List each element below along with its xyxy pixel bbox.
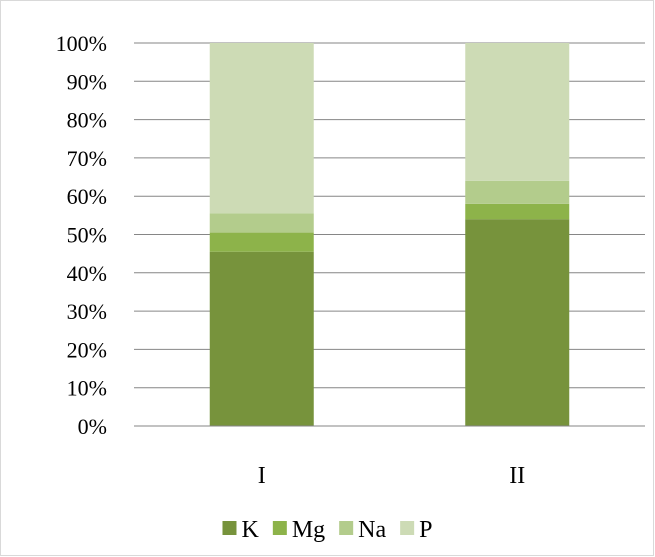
y-tick-label: 30%	[67, 299, 107, 324]
y-tick-label: 40%	[67, 261, 107, 286]
legend: K Mg Na P	[222, 517, 433, 543]
y-tick-label: 60%	[67, 184, 107, 209]
bar-segment-p-ii	[465, 43, 570, 181]
y-tick-label: 50%	[67, 223, 107, 248]
y-tick-label: 70%	[67, 146, 107, 171]
y-tick-label: 90%	[67, 69, 107, 94]
bar-stacks	[209, 43, 570, 426]
x-category-label: I	[258, 463, 266, 489]
legend-item-mg: Mg	[272, 517, 325, 543]
bar-segment-p-i	[209, 43, 314, 214]
y-tick-label: 20%	[67, 337, 107, 362]
legend-label: Na	[358, 517, 386, 543]
legend-label: K	[241, 517, 259, 543]
legend-swatch	[400, 521, 415, 535]
bar-segment-na-ii	[465, 180, 570, 204]
x-axis-category-labels: I II	[258, 463, 526, 489]
y-tick-label: 10%	[67, 376, 107, 401]
legend-item-na: Na	[339, 517, 387, 543]
y-tick-label: 100%	[56, 31, 107, 56]
y-tick-label: 0%	[78, 414, 107, 439]
legend-swatch	[339, 521, 354, 535]
bar-segment-mg-i	[209, 232, 314, 252]
bar-segment-mg-ii	[465, 203, 570, 220]
y-axis-tick-labels: 0% 10% 20% 30% 40% 50% 60% 70% 80% 90% 100%	[56, 31, 107, 439]
legend-item-k: K	[222, 517, 259, 543]
bar-segment-k-ii	[465, 219, 570, 426]
legend-item-p: P	[400, 517, 433, 543]
legend-swatch	[272, 521, 287, 535]
legend-label: P	[419, 517, 432, 543]
bar-segment-na-i	[209, 213, 314, 233]
legend-swatch	[222, 521, 237, 535]
y-tick-label: 80%	[67, 108, 107, 133]
x-category-label: II	[509, 463, 525, 489]
legend-label: Mg	[292, 517, 325, 543]
bar-segment-k-i	[209, 251, 314, 426]
